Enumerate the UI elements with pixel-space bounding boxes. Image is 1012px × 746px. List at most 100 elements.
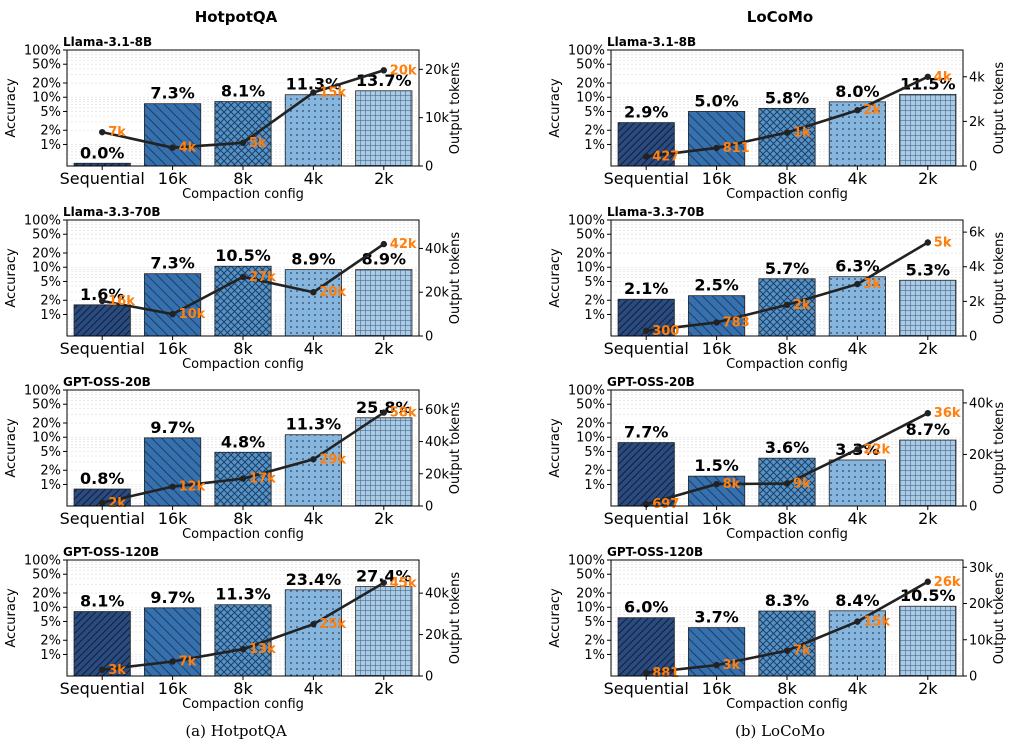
y2-tick-label: 0 — [425, 500, 433, 515]
accuracy-bar — [355, 269, 413, 337]
y-tick-label: 50% — [576, 228, 605, 243]
caption-b: (b) LoCoMo — [735, 722, 825, 740]
y2-axis-label: Output tokens — [992, 232, 1007, 325]
chart-panel: GPT-OSS-120B 8.1% 9.7% 11.3% 23.4% 27.4% 3k 7k 1… — [4, 545, 463, 712]
accuracy-bar — [688, 111, 746, 167]
y2-axis-label: Output tokens — [448, 232, 463, 325]
bar-value-label: 2.1% — [624, 279, 668, 298]
y2-tick-label: 40k — [425, 242, 450, 257]
accuracy-bar — [899, 605, 957, 677]
output-tokens-label: 4k — [179, 141, 197, 156]
accuracy-bar — [284, 94, 342, 167]
y-axis-label: Accuracy — [4, 418, 19, 478]
output-tokens-point — [99, 666, 106, 673]
output-tokens-label: 1k — [793, 126, 811, 141]
y-axis-label: Accuracy — [548, 248, 563, 308]
chart-panel: GPT-OSS-20B7.7%1.5%3.6%3.3%8.7%6978k9k22… — [548, 375, 1007, 542]
accuracy-bar — [144, 103, 202, 167]
output-tokens-label: 881 — [652, 666, 679, 681]
panel-title: GPT-OSS-120B — [63, 545, 159, 559]
output-tokens-point — [854, 618, 861, 625]
output-tokens-label: 2k — [863, 103, 881, 118]
accuracy-bar — [899, 439, 957, 507]
y-tick-label: 1% — [584, 308, 605, 323]
y2-tick-label: 10k — [969, 633, 994, 648]
x-axis-label: Compaction config — [726, 357, 848, 372]
bar-value-label: 7.7% — [624, 423, 668, 442]
output-tokens-point — [169, 144, 176, 151]
output-tokens-point — [713, 144, 720, 152]
y-tick-label: 10% — [576, 261, 605, 276]
bar-value-label: 8.7% — [906, 420, 950, 439]
x-tick-label: 2k — [374, 339, 394, 358]
bar-value-label: 1.6% — [80, 285, 124, 304]
y2-tick-label: 20k — [969, 448, 994, 463]
x-tick-label: 4k — [304, 679, 324, 698]
accuracy-bar — [144, 437, 202, 507]
bar-value-label: 8.1% — [221, 82, 265, 101]
y-axis-label: Accuracy — [548, 418, 563, 478]
y-tick-label: 20% — [576, 247, 605, 262]
y-tick-label: 100% — [568, 44, 605, 59]
y-tick-label: 10% — [32, 261, 61, 276]
y-tick-label: 10% — [32, 91, 61, 106]
chart-panel: Llama-3.3-70B 1.6% 7.3% 10.5% 8.9% 8.9% 16k 10k… — [4, 205, 463, 372]
chart-panel: Llama-3.3-70B 2.1% 2.5% 5.7% 6.3% 5.3% 300 783 2… — [548, 205, 1007, 372]
output-tokens-label: 10k — [179, 307, 206, 322]
y-tick-label: 5% — [584, 445, 605, 460]
x-tick-label: 4k — [304, 509, 324, 528]
output-tokens-label: 45k — [390, 576, 417, 591]
output-tokens-point — [310, 289, 317, 296]
bar-value-label: 9.7% — [150, 588, 194, 607]
accuracy-bar — [73, 611, 131, 677]
output-tokens-point — [310, 89, 317, 96]
y-tick-label: 50% — [576, 568, 605, 583]
x-axis-label: Compaction config — [182, 527, 304, 542]
column-title-hotpotqa: HotpotQA — [195, 8, 278, 26]
panel-title: Llama-3.1-8B — [63, 35, 152, 49]
output-tokens-label: 697 — [652, 497, 679, 512]
x-tick-label: 8k — [233, 679, 253, 698]
y-tick-label: 20% — [32, 77, 61, 92]
y-tick-label: 10% — [576, 601, 605, 616]
x-tick-label: 4k — [848, 509, 868, 528]
y-tick-label: 5% — [40, 105, 61, 120]
output-tokens-point — [380, 67, 387, 74]
output-tokens-label: 27k — [249, 270, 276, 285]
output-tokens-label: 427 — [652, 149, 679, 164]
x-tick-label: 8k — [777, 339, 797, 358]
y2-tick-label: 2k — [969, 295, 985, 310]
y2-tick-label: 4k — [969, 70, 985, 85]
x-tick-label: 8k — [233, 169, 253, 188]
output-tokens-label: 15k — [863, 615, 890, 630]
output-tokens-label: 3k — [108, 663, 126, 678]
accuracy-bar — [214, 604, 272, 677]
y-tick-label: 20% — [576, 417, 605, 432]
output-tokens-point — [239, 475, 247, 482]
panel-title: Llama-3.1-8B — [607, 35, 696, 49]
output-tokens-label: 7k — [108, 125, 126, 140]
bar-value-label: 1.5% — [694, 456, 738, 475]
output-tokens-point — [169, 483, 176, 490]
accuracy-bar — [214, 101, 272, 167]
output-tokens-point — [854, 107, 861, 114]
y-tick-label: 2% — [584, 464, 605, 479]
output-tokens-label: 22k — [863, 442, 890, 457]
output-tokens-point — [643, 669, 650, 677]
bar-value-label: 8.9% — [291, 250, 335, 269]
output-tokens-point — [239, 273, 247, 281]
output-tokens-label: 29k — [319, 452, 346, 467]
bar-value-label: 8.4% — [835, 591, 879, 610]
bar-value-label: 5.3% — [906, 260, 950, 279]
y-axis-label: Accuracy — [4, 588, 19, 648]
bar-value-label: 5.0% — [694, 91, 738, 110]
y-tick-label: 10% — [576, 431, 605, 446]
output-tokens-point — [239, 139, 247, 146]
y-tick-label: 1% — [40, 478, 61, 493]
x-tick-label: 2k — [374, 169, 394, 188]
output-tokens-point — [924, 578, 931, 585]
accuracy-bar — [899, 279, 957, 337]
output-tokens-label: 7k — [179, 655, 197, 670]
